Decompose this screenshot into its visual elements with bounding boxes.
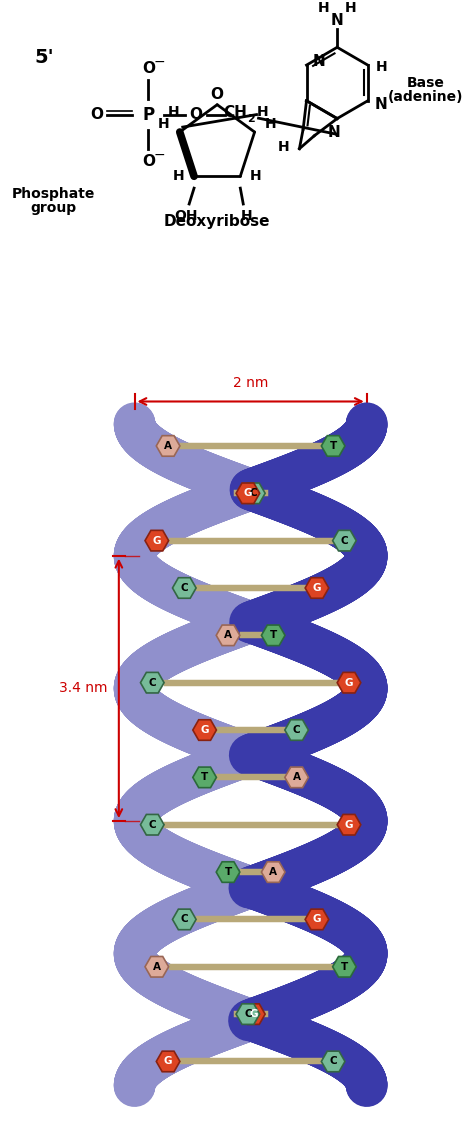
Text: C: C [181,583,188,592]
Text: N: N [331,14,344,28]
Text: G: G [164,1057,173,1067]
Text: (adenine): (adenine) [388,90,464,103]
Text: C: C [293,725,301,735]
Text: H: H [345,1,357,15]
Text: A: A [164,440,172,451]
Text: C: C [244,1009,252,1019]
Text: H: H [250,169,262,183]
Text: T: T [329,440,337,451]
Text: P: P [142,106,155,124]
Text: H: H [376,60,387,74]
Text: T: T [201,773,208,782]
Text: A: A [292,773,301,782]
Text: H: H [173,169,184,183]
Text: −: − [154,149,165,162]
Text: Base: Base [407,76,445,90]
Text: O: O [210,87,224,102]
Text: G: G [313,583,321,592]
Text: G: G [201,725,209,735]
Text: H: H [168,106,180,119]
Text: C: C [181,915,188,924]
Text: H: H [278,140,290,153]
Text: T: T [270,630,277,640]
Text: 2: 2 [247,114,255,124]
Text: H: H [256,106,268,119]
Text: CH: CH [223,106,247,120]
Text: G: G [244,488,252,498]
Text: OH: OH [174,209,198,222]
Text: H: H [264,117,276,132]
Text: C: C [341,536,348,546]
Text: 5': 5' [34,48,54,67]
Text: C: C [329,1057,337,1067]
Text: T: T [341,961,348,972]
Text: O: O [189,107,202,123]
Text: 3.4 nm: 3.4 nm [58,681,107,696]
Text: N: N [328,125,341,140]
Text: group: group [31,201,77,215]
Text: A: A [269,867,277,877]
Text: T: T [224,867,232,877]
Text: G: G [345,819,353,830]
Text: O: O [91,107,104,123]
Text: H: H [240,209,252,222]
Text: A: A [224,630,232,640]
Text: O: O [142,153,155,169]
Text: 2 nm: 2 nm [233,376,268,389]
Text: Phosphate: Phosphate [12,187,96,201]
Text: G: G [313,915,321,924]
Text: O: O [142,60,155,76]
Text: C: C [249,488,257,498]
Text: −: − [154,56,165,69]
Text: C: C [148,678,156,688]
Text: C: C [148,819,156,830]
Text: N: N [313,53,326,68]
Text: G: G [345,678,353,688]
Text: A: A [153,961,161,972]
Text: N: N [374,98,387,112]
Text: H: H [318,1,329,15]
Text: Deoxyribose: Deoxyribose [164,213,271,229]
Text: G: G [249,1009,257,1019]
Text: H: H [158,117,170,132]
Text: G: G [153,536,161,546]
